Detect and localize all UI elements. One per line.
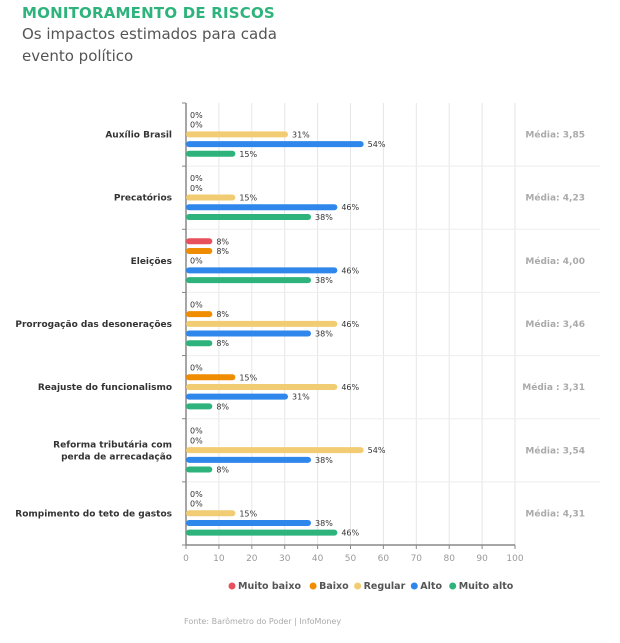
bar-alto (186, 456, 312, 463)
data-label: 0% (190, 364, 203, 373)
data-label: 38% (315, 276, 333, 285)
chart-title: MONITORAMENTO DE RISCOS (22, 4, 275, 22)
bar-regular (186, 131, 288, 138)
bar-regular (186, 447, 364, 454)
data-label: 15% (239, 194, 257, 203)
data-label: 0% (190, 427, 203, 436)
x-tick-label: 90 (476, 554, 488, 564)
bar-muito-alto (186, 529, 338, 536)
source-note: Fonte: Barômetro do Poder | InfoMoney (184, 616, 341, 626)
data-label: 0% (190, 121, 203, 130)
x-tick-label: 50 (345, 554, 357, 564)
bar-muito-baixo (186, 238, 213, 245)
legend-label: Alto (420, 581, 442, 592)
data-label: 8% (216, 339, 229, 348)
data-label: 46% (341, 266, 359, 275)
bar-muito-alto (186, 150, 236, 157)
media-label: Média: 3,85 (525, 130, 585, 141)
category-label: Prorrogação das desonerações (15, 320, 172, 330)
data-label: 15% (239, 373, 257, 382)
data-label: 31% (292, 130, 310, 139)
bar-alto (186, 393, 288, 400)
bar-baixo (186, 311, 213, 318)
x-tick-label: 60 (378, 554, 390, 564)
data-label: 0% (190, 500, 203, 509)
legend-marker (449, 582, 457, 590)
data-label: 0% (190, 174, 203, 183)
bar-alto (186, 267, 338, 274)
bar-baixo (186, 374, 236, 381)
data-label: 38% (315, 519, 333, 528)
data-label: 54% (368, 446, 386, 455)
data-label: 8% (216, 402, 229, 411)
data-label: 38% (315, 213, 333, 222)
data-label: 15% (239, 509, 257, 518)
x-tick-label: 80 (443, 554, 455, 564)
category-label: Rompimento do teto de gastos (15, 509, 172, 519)
bar-muito-alto (186, 466, 213, 473)
x-tick-label: 10 (213, 554, 225, 564)
data-label: 54% (368, 140, 386, 149)
x-tick-label: 30 (279, 554, 291, 564)
x-tick-label: 100 (506, 554, 523, 564)
data-label: 8% (216, 237, 229, 246)
category-label: Auxílio Brasil (105, 131, 172, 141)
media-label: Média: 4,23 (525, 193, 585, 204)
media-label: Média: 3,46 (525, 319, 585, 330)
category-label: Reforma tributária com (53, 440, 172, 450)
category-label: Precatórios (114, 193, 172, 204)
data-label: 38% (315, 330, 333, 339)
data-label: 8% (216, 247, 229, 256)
bar-alto (186, 141, 364, 148)
data-label: 46% (341, 320, 359, 329)
data-label: 0% (190, 490, 203, 499)
bar-muito-alto (186, 213, 312, 220)
data-label: 0% (190, 300, 203, 309)
bar-muito-alto (186, 403, 213, 410)
x-tick-label: 40 (312, 554, 324, 564)
media-label: Média : 3,31 (522, 382, 585, 393)
legend-label: Baixo (319, 581, 349, 592)
data-label: 46% (341, 383, 359, 392)
media-label: Média: 3,54 (525, 445, 585, 456)
data-label: 0% (190, 111, 203, 120)
data-label: 0% (190, 436, 203, 445)
legend-label: Muito baixo (238, 581, 301, 592)
category-label: perda de arrecadação (61, 452, 172, 462)
data-label: 15% (239, 150, 257, 159)
data-label: 38% (315, 456, 333, 465)
bar-baixo (186, 247, 213, 254)
legend-marker (309, 582, 317, 590)
data-label: 8% (216, 310, 229, 319)
bar-muito-alto (186, 277, 312, 284)
bar-alto (186, 330, 312, 337)
legend-marker (228, 582, 236, 590)
legend-label: Regular (364, 581, 406, 592)
x-tick-label: 0 (183, 554, 189, 564)
data-label: 31% (292, 393, 310, 402)
legend-marker (410, 582, 418, 590)
legend-label: Muito alto (459, 581, 514, 592)
bar-alto (186, 519, 312, 526)
bar-regular (186, 383, 338, 390)
x-tick-label: 20 (246, 554, 258, 564)
bar-regular (186, 510, 236, 517)
data-label: 0% (190, 184, 203, 193)
data-label: 0% (190, 257, 203, 266)
x-tick-label: 70 (411, 554, 423, 564)
chart-subtitle: Os impactos estimados para cada evento p… (22, 25, 277, 65)
bar-alto (186, 204, 338, 211)
data-label: 8% (216, 466, 229, 475)
category-label: Eleições (131, 257, 172, 267)
bar-muito-alto (186, 340, 213, 347)
media-label: Média: 4,31 (525, 508, 585, 519)
media-label: Média: 4,00 (525, 256, 585, 267)
legend-marker (354, 582, 362, 590)
data-label: 46% (341, 203, 359, 212)
category-label: Reajuste do funcionalismo (38, 383, 172, 393)
bar-regular (186, 320, 338, 327)
bar-regular (186, 194, 236, 201)
data-label: 46% (341, 529, 359, 538)
